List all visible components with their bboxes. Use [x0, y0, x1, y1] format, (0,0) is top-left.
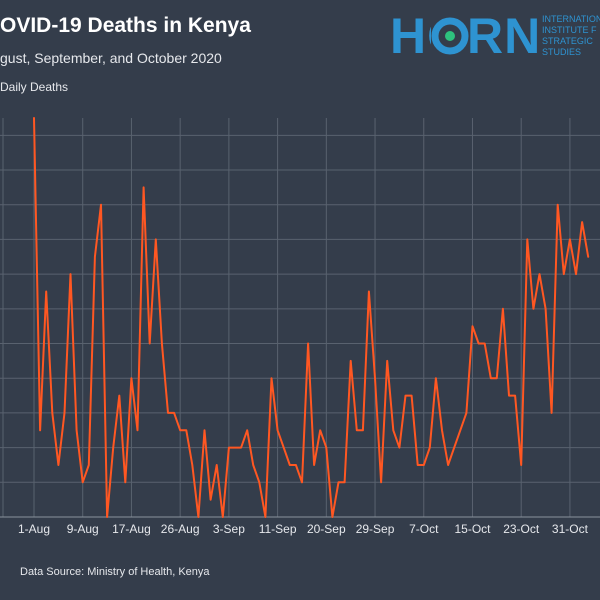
x-tick-label: 23-Oct [503, 522, 540, 536]
chart-title: OVID-19 Deaths in Kenya [0, 14, 251, 37]
deaths-line-chart: 1-Aug 9-Aug 17-Aug 26-Aug 3-Sep 11-Sep 20-Sep 2… [0, 117, 600, 536]
data-source-note: Data Source: Ministry of Health, Kenya [20, 566, 210, 578]
logo-institute-name: INTERNATIONAL INSTITUTE F STRATEGIC STUD… [542, 14, 600, 58]
x-tick-label: 7-Oct [409, 522, 439, 536]
x-tick-label: 9-Aug [67, 522, 99, 536]
logo-line: STRATEGIC [542, 36, 593, 46]
x-tick-label: 3-Sep [213, 522, 245, 536]
x-tick-label: 26-Aug [161, 522, 200, 536]
x-tick-label: 11-Sep [259, 522, 297, 536]
x-tick-label: 20-Sep [307, 522, 346, 536]
x-tick-label: 1-Aug [18, 522, 50, 536]
horn-logo: HORN INTERNATIONAL INSTITUTE F STRATEGIC… [390, 10, 600, 62]
logo-target-icon [431, 17, 469, 55]
logo-line: INSTITUTE F [542, 25, 597, 35]
logo-line: STUDIES [542, 47, 582, 57]
x-tick-label: 29-Sep [356, 522, 395, 536]
logo-line: INTERNATIONAL [542, 14, 600, 24]
x-tick-label: 31-Oct [552, 522, 589, 536]
y-axis-label: Daily Deaths [0, 80, 69, 94]
daily-deaths-series-line [33, 117, 590, 518]
chart-subtitle: gust, September, and October 2020 [0, 50, 222, 66]
x-tick-label: 15-Oct [454, 522, 491, 536]
x-tick-label: 17-Aug [112, 522, 151, 536]
